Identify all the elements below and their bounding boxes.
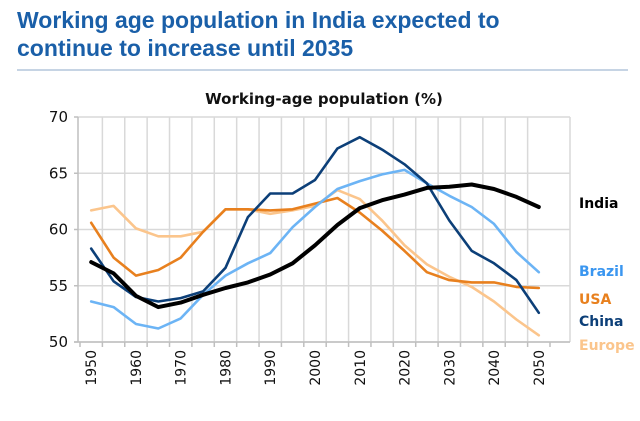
headline: Working age population in India expected… [17,6,627,62]
x-tick-label: 2030 [442,350,458,386]
x-tick-labels: 1950 1960 1970 1980 1990 2000 2010 2020 2030 2040… [84,350,548,386]
headline-line-2: continue to increase until 2035 [17,35,354,61]
y-tick-label: 50 [49,333,68,351]
headline-line-1: Working age population in India expected… [17,7,500,33]
x-tick-label: 1970 [174,350,190,386]
series-line-china [89,135,541,315]
x-tick-label: 2000 [308,350,324,386]
chart-title: Working-age population (%) [205,90,443,108]
series-line-india [89,182,541,310]
series-label-europe: Europe [579,338,635,354]
x-tick-label: 1950 [84,350,100,386]
series-label-brazil: Brazil [579,264,624,280]
x-tick-label: 2050 [532,350,548,386]
series-line-europe [89,188,541,337]
gridlines [78,116,571,343]
series-label-india: India [579,196,618,212]
series-line-brazil [89,168,541,330]
series-label-usa: USA [579,292,611,308]
x-tick-label: 1960 [129,350,145,386]
y-tick-label: 70 [49,108,68,126]
x-tick-label: 2040 [487,350,503,386]
y-tick-label: 55 [49,277,68,295]
series-line-usa [89,196,541,290]
x-tick-label: 1990 [263,350,279,386]
x-tick-label: 2020 [398,350,414,386]
y-tick-labels: 50 55 60 65 70 [49,108,68,351]
series-labels: Europe USA Brazil China India [579,196,635,354]
y-tick-label: 65 [49,164,68,182]
series-label-china: China [579,314,623,330]
x-tick-label: 2010 [353,350,369,386]
series-lines [89,135,541,337]
headline-divider [17,69,628,71]
axes [74,116,570,347]
y-tick-label: 60 [49,221,68,239]
x-tick-label: 1980 [218,350,234,386]
